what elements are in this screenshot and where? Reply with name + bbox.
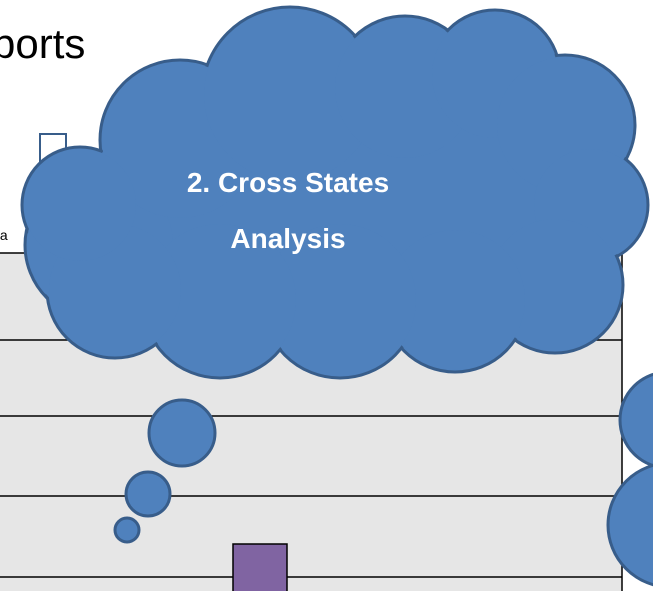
slide: ports ta [0,0,653,591]
bar [233,544,287,591]
slide-title: ports [0,20,85,67]
chart-label: ta [0,227,8,243]
page: ports ta [0,0,653,591]
callout-line: Analysis [230,223,345,254]
callout-line: 2. Cross States [187,167,389,198]
